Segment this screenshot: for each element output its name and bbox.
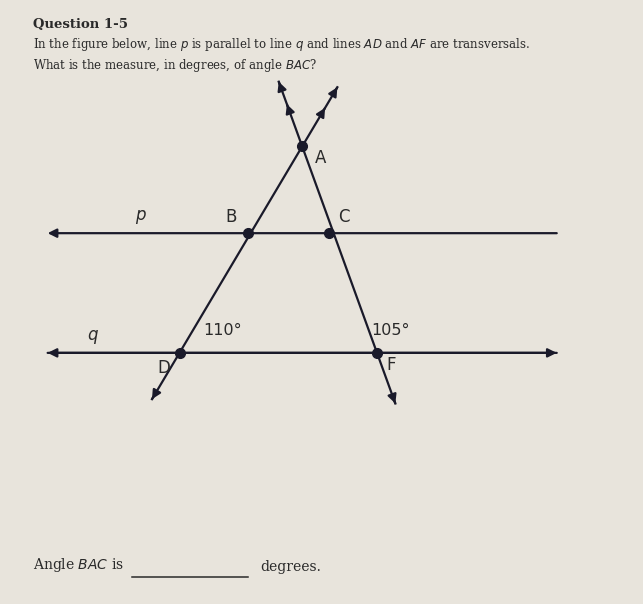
Text: C: C <box>338 208 350 226</box>
Text: In the figure below, line $p$ is parallel to line $q$ and lines $AD$ and $AF$ ar: In the figure below, line $p$ is paralle… <box>33 36 530 53</box>
Text: 105°: 105° <box>371 323 410 338</box>
Text: p: p <box>134 206 145 224</box>
Text: Question 1-5: Question 1-5 <box>33 18 128 31</box>
Text: F: F <box>386 356 395 374</box>
Text: B: B <box>225 208 237 226</box>
Text: q: q <box>87 326 97 344</box>
Text: 110°: 110° <box>203 323 242 338</box>
Text: D: D <box>158 359 170 377</box>
Text: A: A <box>315 149 327 167</box>
Text: What is the measure, in degrees, of angle $BAC$?: What is the measure, in degrees, of angl… <box>33 57 317 74</box>
Text: Angle $BAC$ is: Angle $BAC$ is <box>33 556 124 574</box>
Text: degrees.: degrees. <box>260 561 321 574</box>
